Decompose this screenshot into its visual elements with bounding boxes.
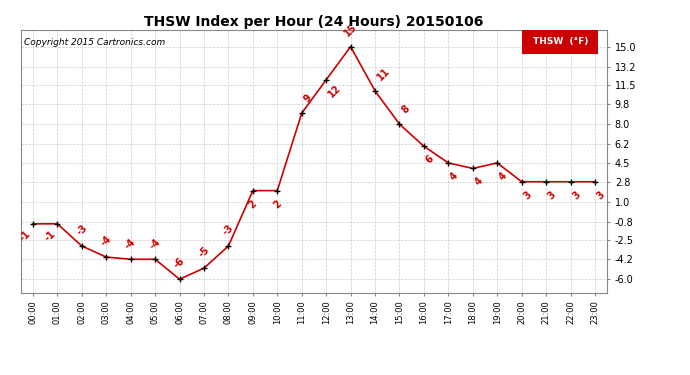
Text: -4: -4: [124, 236, 138, 251]
Text: -1: -1: [18, 229, 33, 243]
Text: 2: 2: [271, 198, 283, 210]
Text: 9: 9: [302, 93, 313, 105]
Text: 3: 3: [522, 189, 533, 201]
Text: 3: 3: [546, 189, 558, 201]
Text: -3: -3: [221, 223, 236, 238]
Text: Copyright 2015 Cartronics.com: Copyright 2015 Cartronics.com: [23, 38, 165, 47]
Text: 4: 4: [497, 171, 509, 182]
Text: 3: 3: [595, 189, 607, 201]
Text: -3: -3: [75, 223, 89, 238]
Text: -4: -4: [148, 236, 162, 251]
Text: 15: 15: [342, 22, 359, 38]
Text: 2: 2: [247, 198, 259, 210]
Text: 6: 6: [424, 154, 436, 166]
Text: -5: -5: [197, 245, 211, 260]
Text: 8: 8: [400, 104, 411, 116]
Text: -4: -4: [99, 234, 114, 249]
Text: -1: -1: [43, 229, 57, 243]
Text: 4: 4: [448, 171, 460, 182]
Text: 12: 12: [326, 82, 343, 99]
Text: -6: -6: [172, 256, 187, 271]
Text: 3: 3: [571, 189, 582, 201]
Text: 4: 4: [473, 176, 484, 188]
Title: THSW Index per Hour (24 Hours) 20150106: THSW Index per Hour (24 Hours) 20150106: [144, 15, 484, 29]
Text: 11: 11: [375, 66, 392, 82]
